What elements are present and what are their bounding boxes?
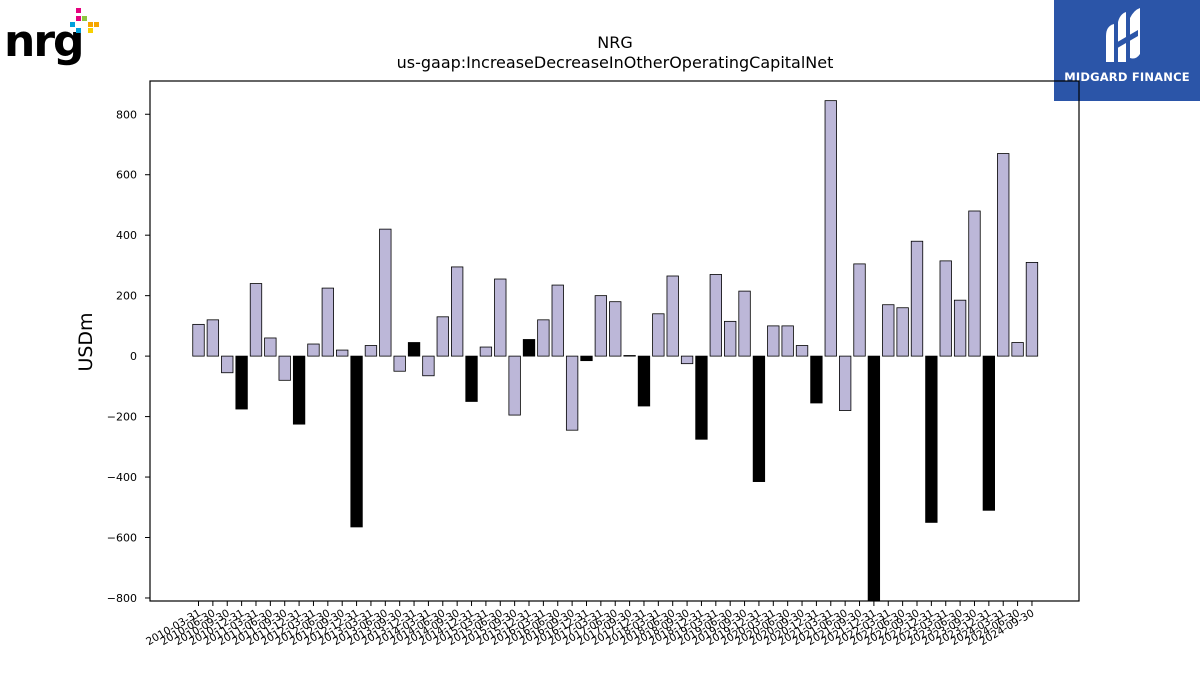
- bar-2010-09-30: [221, 355, 234, 374]
- bar-2014-12-31: [465, 355, 478, 402]
- bar-2011-06-30: [264, 337, 277, 357]
- bar-2012-06-30: [321, 287, 334, 357]
- bar-2013-09-30: [393, 355, 406, 372]
- chart-subtitle: us-gaap:IncreaseDecreaseInOtherOperating…: [397, 53, 834, 72]
- bar-2013-03-31: [364, 345, 378, 357]
- bar-2021-03-31: [824, 100, 837, 357]
- bar-2019-12-31: [752, 355, 766, 482]
- bar-2010-06-30: [206, 319, 220, 357]
- y-tick-label: 200: [116, 290, 137, 303]
- bar-2020-12-31: [810, 355, 823, 404]
- bar-2017-03-31: [594, 295, 608, 357]
- bar-2017-09-30: [623, 355, 636, 357]
- bar-2022-06-30: [896, 307, 909, 357]
- bars-group: [192, 100, 1039, 602]
- bar-2016-03-31: [537, 319, 550, 357]
- bar-2023-12-31: [982, 355, 995, 511]
- bar-2024-06-30: [1011, 342, 1024, 357]
- x-axis: 2010-03-312010-06-302010-09-302010-12-31…: [144, 601, 1036, 648]
- bar-2023-09-30: [968, 210, 981, 357]
- bar-2010-03-31: [192, 323, 205, 357]
- y-axis: −800 −600 −400 −200 0 200 400 600 800: [107, 108, 150, 605]
- bar-2023-06-30: [953, 299, 967, 357]
- nrg-logo: nrg ®: [4, 6, 104, 72]
- chart-title: NRG: [597, 33, 632, 52]
- y-tick-label: −400: [107, 471, 137, 484]
- midgard-emblem-icon: [1106, 8, 1140, 62]
- bar-2011-12-31: [292, 355, 306, 425]
- bar-2022-12-31: [925, 355, 938, 523]
- bar-2018-09-30: [680, 355, 694, 365]
- bar-2017-06-30: [609, 301, 622, 357]
- bar-2022-03-31: [882, 304, 895, 357]
- midgard-finance-label: MIDGARD FINANCE: [1064, 70, 1190, 84]
- bar-2012-09-30: [336, 349, 349, 357]
- bar-2014-09-30: [451, 266, 464, 357]
- bar-2012-03-31: [307, 343, 320, 357]
- bar-2014-06-30: [436, 316, 449, 357]
- bar-2012-12-31: [350, 355, 363, 528]
- y-tick-label: −600: [107, 532, 137, 545]
- y-tick-label: −800: [107, 592, 137, 605]
- bar-2016-09-30: [565, 355, 579, 431]
- bar-2020-06-30: [781, 325, 794, 357]
- bar-2023-03-31: [939, 260, 952, 357]
- bar-2015-09-30: [508, 355, 521, 416]
- bar-2015-12-31: [522, 339, 536, 357]
- y-tick-label: 0: [130, 350, 137, 363]
- bar-2011-03-31: [249, 283, 263, 357]
- bar-2011-09-30: [278, 355, 291, 381]
- nrg-logo-mark-icon: [70, 8, 99, 33]
- bar-2018-06-30: [666, 275, 679, 357]
- bar-2010-12-31: [235, 355, 248, 410]
- bar-2020-09-30: [795, 345, 809, 357]
- bar-2019-03-31: [709, 274, 722, 357]
- bar-2016-12-31: [580, 355, 593, 362]
- y-axis-label: USDm: [75, 312, 97, 371]
- bar-2021-06-30: [839, 355, 852, 411]
- registered-mark: ®: [72, 54, 79, 62]
- bar-2019-06-30: [724, 320, 737, 357]
- bar-2013-06-30: [379, 228, 392, 357]
- bar-2021-09-30: [853, 263, 866, 357]
- bar-2018-12-31: [695, 355, 708, 440]
- bar-2022-09-30: [910, 240, 924, 357]
- bar-2021-12-31: [867, 355, 881, 602]
- bar-2024-09-30: [1025, 261, 1039, 357]
- bar-2020-03-31: [767, 325, 780, 357]
- y-tick-label: 800: [116, 108, 137, 121]
- bar-2019-09-30: [738, 290, 751, 357]
- y-tick-label: 600: [116, 169, 137, 182]
- y-tick-label: −200: [107, 411, 137, 424]
- bar-2015-06-30: [494, 278, 507, 357]
- bar-2017-12-31: [637, 355, 651, 407]
- bar-2018-03-31: [652, 313, 665, 357]
- bar-2015-03-31: [479, 346, 493, 357]
- plot-frame: [149, 80, 1080, 602]
- bar-2013-12-31: [407, 342, 421, 357]
- y-tick-label: 400: [116, 229, 137, 242]
- midgard-finance-logo: MIDGARD FINANCE: [1054, 0, 1200, 101]
- bar-2014-03-31: [422, 355, 435, 377]
- bar-2016-06-30: [551, 284, 564, 357]
- bar-2024-03-31: [997, 153, 1010, 357]
